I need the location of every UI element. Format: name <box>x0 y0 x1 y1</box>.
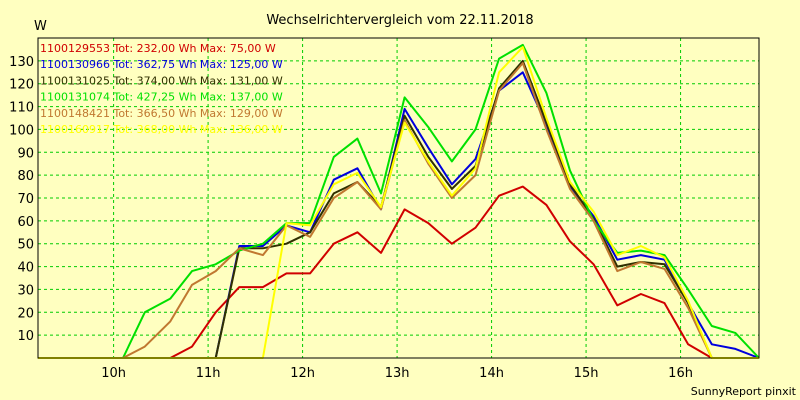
axis-ticks: 10 20 30 40 50 60 70 80 90 100 110 120 130 10h 11h 12h 1… <box>9 55 693 381</box>
legend: 1100129553 Tot: 232,00 Wh Max: 75,00 W 11… <box>40 42 283 136</box>
y-tick-label-20: 20 <box>17 306 34 321</box>
legend-entry-1100131074: 1100131074 Tot: 427,25 Wh Max: 137,00 W <box>40 91 283 104</box>
series-line-1100131074 <box>38 43 760 359</box>
series-line-1100148421 <box>38 62 759 359</box>
plot-frame <box>37 37 760 359</box>
series-line-1100129553 <box>38 185 759 359</box>
legend-entry-1100148421: 1100148421 Tot: 366,50 Wh Max: 129,00 W <box>40 107 283 120</box>
y-tick-label-80: 80 <box>17 169 34 184</box>
y-tick-label-100: 100 <box>9 123 34 138</box>
legend-entry-1100160917: 1100160917 Tot: 368,00 Wh Max: 136,00 W <box>40 123 283 136</box>
y-tick-label-130: 130 <box>9 55 34 70</box>
legend-entry-1100129553: 1100129553 Tot: 232,00 Wh Max: 75,00 W <box>40 42 276 55</box>
y-tick-label-40: 40 <box>17 261 34 276</box>
y-tick-label-50: 50 <box>17 238 34 253</box>
x-tick-label-13h: 13h <box>385 366 410 381</box>
legend-entry-1100131025: 1100131025 Tot: 374,00 Wh Max: 131,00 W <box>40 74 283 87</box>
y-tick-label-90: 90 <box>17 146 34 161</box>
y-tick-label-30: 30 <box>17 283 34 298</box>
x-tick-label-14h: 14h <box>479 366 504 381</box>
y-tick-label-110: 110 <box>9 101 34 116</box>
chart-title: Wechselrichtervergleich vom 22.11.2018 <box>266 13 533 28</box>
y-tick-label-60: 60 <box>17 215 34 230</box>
y-axis-label: W <box>34 19 47 34</box>
y-tick-label-120: 120 <box>9 78 34 93</box>
x-tick-label-11h: 11h <box>196 366 221 381</box>
grid <box>38 38 759 358</box>
x-tick-label-12h: 12h <box>290 366 315 381</box>
legend-entry-1100130966: 1100130966 Tot: 362,75 Wh Max: 125,00 W <box>40 58 283 71</box>
x-tick-label-16h: 16h <box>668 366 693 381</box>
y-tick-label-10: 10 <box>17 329 34 344</box>
footer-credit: SunnyReport pinxit <box>691 385 797 398</box>
y-tick-label-70: 70 <box>17 192 34 207</box>
x-tick-label-10h: 10h <box>101 366 126 381</box>
x-tick-label-15h: 15h <box>574 366 599 381</box>
